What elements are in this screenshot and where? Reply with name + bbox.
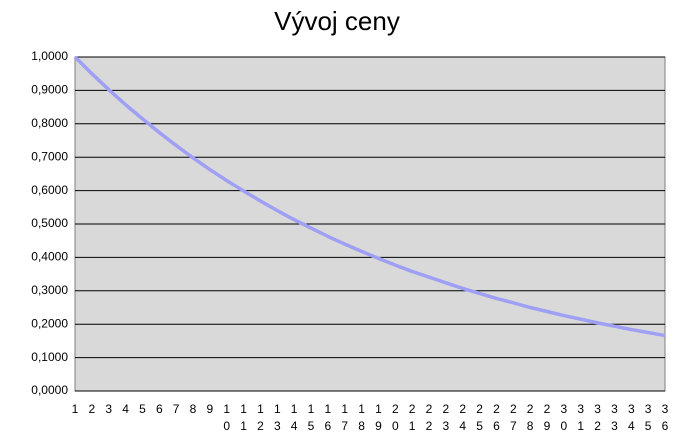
x-tick-label: 29: [543, 402, 551, 433]
x-tick-label: 23: [442, 402, 450, 433]
x-tick-label: 12: [257, 402, 264, 433]
x-tick-label: 16: [324, 402, 332, 433]
x-tick-label: 8: [189, 402, 197, 416]
x-tick-label: 3: [105, 402, 113, 416]
x-tick-label: 25: [476, 402, 483, 433]
x-tick-label: 21: [408, 402, 416, 433]
x-tick-label: 7: [172, 402, 180, 416]
y-tick-label: 0,3000: [31, 283, 68, 297]
x-tick-label: 22: [425, 402, 433, 433]
y-tick-label: 0,4000: [31, 250, 68, 264]
y-tick-label: 0,7000: [31, 149, 68, 163]
x-tick-label: 32: [594, 402, 601, 433]
y-tick-label: 0,9000: [31, 83, 68, 97]
x-tick-label: 24: [459, 402, 467, 433]
x-tick-label: 20: [391, 402, 399, 433]
x-tick-label: 9: [206, 402, 214, 416]
x-tick-label: 17: [341, 402, 349, 433]
x-tick-label: 4: [122, 402, 129, 416]
x-tick-label: 26: [493, 402, 500, 433]
y-tick-label: 0,0000: [31, 383, 68, 397]
x-tick-label: 2: [88, 402, 96, 416]
x-tick-label: 14: [290, 402, 298, 433]
y-tick-label: 0,2000: [31, 316, 68, 330]
x-tick-label: 11: [240, 402, 247, 433]
data-line: [73, 55, 666, 338]
x-tick-label: 28: [526, 402, 534, 433]
x-tick-label: 1: [71, 402, 79, 416]
y-tick-label: 0,5000: [31, 216, 68, 230]
y-tick-label: 0,6000: [31, 183, 68, 197]
x-tick-label: 33: [611, 402, 618, 433]
y-tick-label: 1,0000: [31, 49, 68, 63]
x-tick-label: 35: [644, 402, 652, 433]
x-tick-label: 5: [139, 402, 146, 416]
x-tick-label: 31: [577, 402, 585, 433]
x-tick-label: 19: [375, 402, 382, 433]
x-tick-label: 13: [273, 402, 281, 433]
x-tick-label: 15: [307, 402, 315, 433]
y-tick-label: 0,1000: [31, 350, 68, 364]
x-tick-label: 6: [155, 402, 163, 416]
x-tick-label: 18: [358, 402, 365, 433]
x-tick-label: 10: [223, 402, 231, 433]
x-tick-label: 36: [661, 402, 669, 433]
x-tick-label: 34: [627, 402, 635, 433]
x-tick-label: 30: [560, 402, 568, 433]
chart-title: Vývoj ceny: [274, 6, 400, 36]
x-tick-label: 27: [509, 402, 517, 433]
y-tick-label: 0,8000: [31, 116, 68, 130]
